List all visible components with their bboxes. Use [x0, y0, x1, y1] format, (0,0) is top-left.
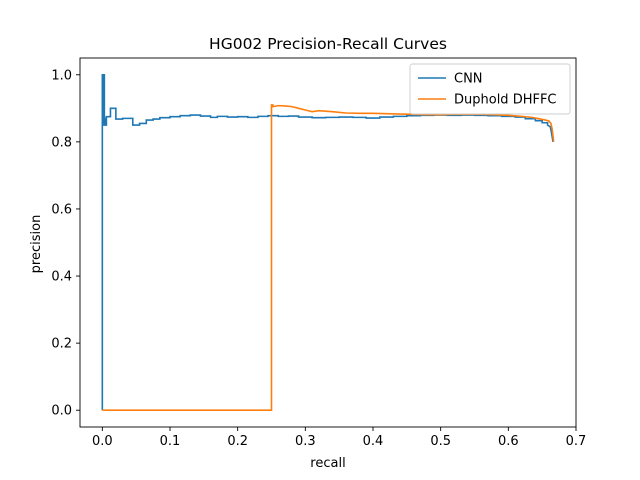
y-tick-label: 0.2	[51, 337, 72, 352]
y-tick-label: 1.0	[51, 68, 72, 83]
x-tick-label: 0.4	[363, 434, 384, 449]
legend-box	[409, 63, 571, 115]
x-tick-label: 0.3	[295, 434, 316, 449]
y-tick-label: 0.4	[51, 270, 72, 285]
y-axis-label: precision	[29, 215, 44, 274]
x-tick-label: 0.6	[498, 434, 519, 449]
legend-label: CNN	[454, 72, 483, 87]
x-axis-label: recall	[310, 456, 345, 471]
series-line-1	[102, 104, 555, 412]
x-axis: 0.0 0.1 0.2 0.3 0.4 0.5 0.6 0.7	[92, 427, 586, 449]
y-axis: 0.0 0.2 0.4 0.6 0.8 1.0	[51, 68, 80, 419]
legend-label: Duphold DHFFC	[454, 93, 557, 108]
y-tick-label: 0.6	[51, 202, 72, 217]
plot-area	[79, 57, 577, 428]
x-tick-label: 0.1	[160, 434, 181, 449]
x-tick-label: 0.5	[430, 434, 451, 449]
y-tick-label: 0.0	[51, 404, 72, 419]
x-tick-label: 0.0	[92, 434, 113, 449]
legend: CNN Duphold DHFFC	[409, 63, 571, 115]
series-line-0	[101, 73, 554, 411]
y-tick-label: 0.8	[51, 135, 72, 150]
chart-title: HG002 Precision-Recall Curves	[209, 35, 447, 53]
x-tick-label: 0.2	[227, 434, 248, 449]
x-tick-label: 0.7	[566, 434, 587, 449]
axes-frame	[79, 57, 577, 428]
